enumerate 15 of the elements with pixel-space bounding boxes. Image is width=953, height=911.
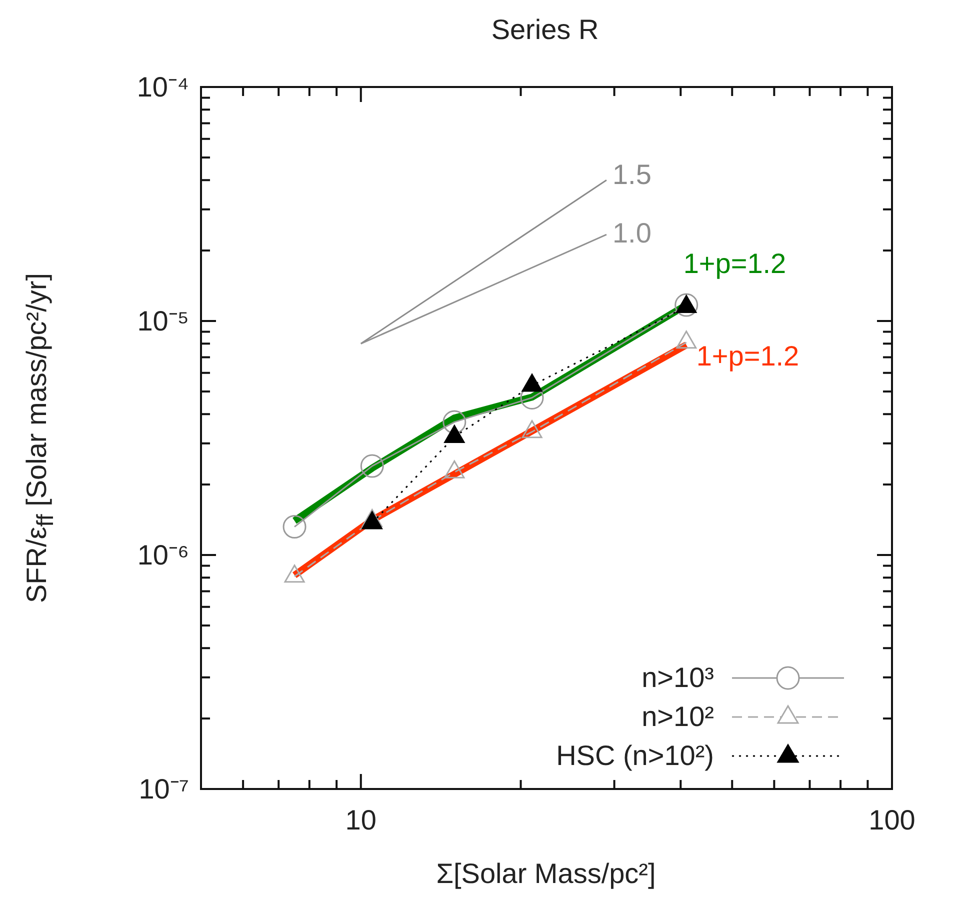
x-tick-label: 10 bbox=[345, 804, 376, 836]
x-axis-title: Σ[Solar Mass/pc²] bbox=[436, 858, 656, 890]
series-label: 1+p=1.2 bbox=[683, 248, 786, 279]
series-label: 1.5 bbox=[612, 158, 652, 190]
y-tick-label: 10⁻⁷ bbox=[138, 774, 189, 804]
legend-label: n>10³ bbox=[642, 662, 714, 694]
chart-title: Series R bbox=[491, 14, 599, 46]
y-tick-label: 10⁻⁵ bbox=[137, 306, 189, 336]
x-tick-label: 100 bbox=[868, 804, 916, 836]
y-tick-label: 10⁻⁴ bbox=[136, 72, 189, 102]
legend-label: n>10² bbox=[642, 700, 714, 732]
series-label: 1.0 bbox=[612, 217, 652, 248]
series-label: 1+p=1.2 bbox=[696, 340, 800, 372]
legend-label: HSC (n>10²) bbox=[556, 740, 714, 772]
y-tick-label: 10⁻⁶ bbox=[137, 540, 189, 570]
